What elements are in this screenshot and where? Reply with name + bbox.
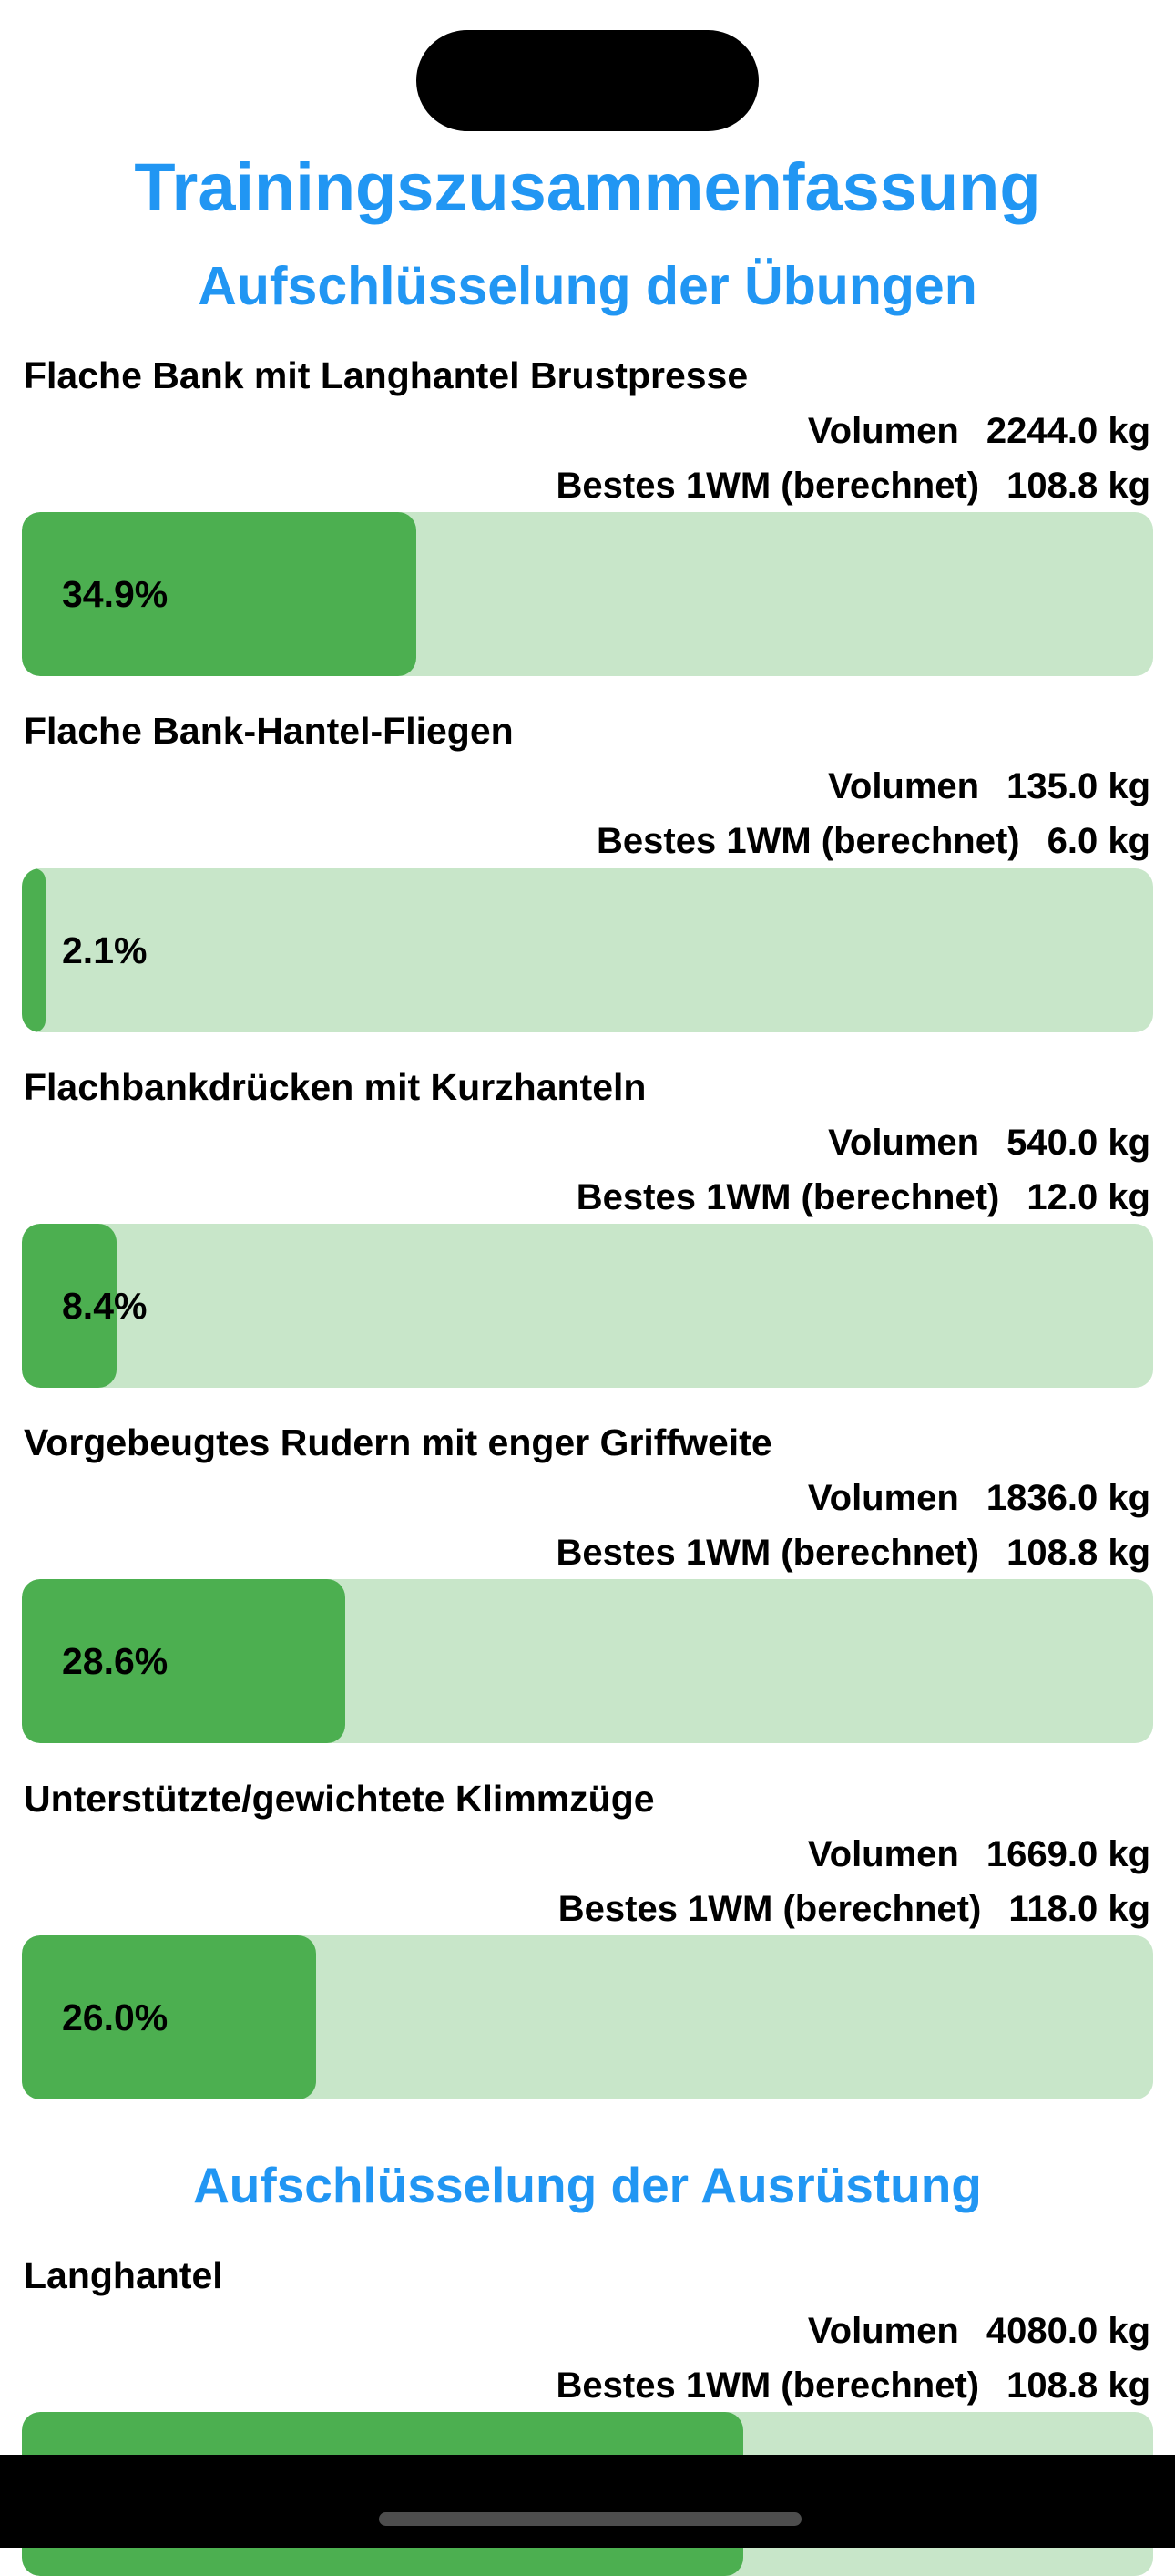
equipment-section-heading: Aufschlüsselung der Ausrüstung — [193, 2157, 982, 2213]
best-1rm-row: Bestes 1WM (berechnet) 108.8 kg — [557, 2367, 1150, 2404]
volume-share-fill — [22, 1224, 118, 1388]
dynamic-island — [416, 30, 759, 131]
exercise-name: Flache Bank-Hantel-Fliegen — [24, 710, 514, 752]
best-1rm-value: 6.0 kg — [1047, 821, 1150, 861]
best-1rm-row: Bestes 1WM (berechnet) 108.8 kg — [557, 467, 1150, 504]
best-1rm-label: Bestes 1WM (berechnet) — [556, 2366, 980, 2406]
best-1rm-value: 108.8 kg — [1006, 2366, 1150, 2406]
best-1rm-label: Bestes 1WM (berechnet) — [556, 466, 980, 506]
best-1rm-label: Bestes 1WM (berechnet) — [597, 821, 1020, 861]
exercise-name: Vorgebeugtes Rudern mit enger Griffweite — [24, 1421, 772, 1463]
volume-share-bar: 2.1% — [22, 868, 1153, 1032]
best-1rm-row: Bestes 1WM (berechnet) 12.0 kg — [577, 1179, 1150, 1216]
best-1rm-row: Bestes 1WM (berechnet) 6.0 kg — [597, 823, 1150, 859]
best-1rm-row: Bestes 1WM (berechnet) 108.8 kg — [557, 1534, 1150, 1571]
volume-label: Volumen — [828, 1123, 980, 1163]
volume-value: 1669.0 kg — [986, 1834, 1150, 1874]
best-1rm-label: Bestes 1WM (berechnet) — [556, 1533, 980, 1573]
exercise-name: Flachbankdrücken mit Kurzhanteln — [24, 1066, 647, 1108]
volume-value: 4080.0 kg — [986, 2311, 1150, 2351]
volume-value: 540.0 kg — [1006, 1123, 1150, 1163]
volume-share-bar: 34.9% — [22, 512, 1153, 676]
exercise-name: Unterstützte/gewichtete Klimmzüge — [24, 1778, 655, 1820]
bottom-safe-area — [0, 2455, 1175, 2548]
volume-label: Volumen — [807, 1478, 959, 1518]
best-1rm-row: Bestes 1WM (berechnet) 118.0 kg — [558, 1891, 1150, 1927]
volume-label: Volumen — [807, 1834, 959, 1874]
volume-row: Volumen 135.0 kg — [828, 768, 1150, 805]
volume-label: Volumen — [807, 2311, 959, 2351]
volume-row: Volumen 2244.0 kg — [808, 413, 1150, 449]
volume-value: 2244.0 kg — [986, 411, 1150, 451]
volume-share-bar: 8.4% — [22, 1224, 1153, 1388]
exercise-name: Flache Bank mit Langhantel Brustpresse — [24, 354, 749, 396]
best-1rm-value: 12.0 kg — [1027, 1177, 1150, 1217]
volume-row: Volumen 540.0 kg — [828, 1124, 1150, 1161]
volume-row: Volumen 1836.0 kg — [808, 1480, 1150, 1516]
page-title: Trainingszusammenfassung — [134, 149, 1041, 225]
volume-value: 135.0 kg — [1006, 766, 1150, 806]
equipment-name: Langhantel — [24, 2254, 223, 2296]
volume-share-fill — [22, 1579, 346, 1743]
volume-label: Volumen — [807, 411, 959, 451]
best-1rm-value: 108.8 kg — [1006, 1533, 1150, 1573]
best-1rm-label: Bestes 1WM (berechnet) — [557, 1889, 982, 1929]
volume-share-bar: 28.6% — [22, 1579, 1153, 1743]
best-1rm-value: 118.0 kg — [1008, 1889, 1150, 1929]
volume-share-percent: 2.1% — [62, 929, 148, 971]
best-1rm-value: 108.8 kg — [1006, 466, 1150, 506]
volume-share-bar: 26.0% — [22, 1935, 1153, 2099]
best-1rm-label: Bestes 1WM (berechnet) — [576, 1177, 1000, 1217]
volume-share-percent: 8.4% — [62, 1284, 148, 1327]
volume-share-percent: 34.9% — [62, 572, 169, 615]
volume-row: Volumen 4080.0 kg — [808, 2313, 1150, 2349]
volume-share-fill — [22, 1935, 316, 2099]
exercises-section-heading: Aufschlüsselung der Übungen — [198, 256, 977, 316]
volume-label: Volumen — [828, 766, 980, 806]
volume-share-percent: 28.6% — [62, 1639, 169, 1682]
volume-share-fill — [22, 512, 417, 676]
volume-row: Volumen 1669.0 kg — [808, 1836, 1150, 1873]
volume-share-fill — [22, 868, 46, 1032]
home-indicator[interactable] — [379, 2512, 802, 2526]
volume-share-percent: 26.0% — [62, 1996, 169, 2038]
volume-value: 1836.0 kg — [986, 1478, 1150, 1518]
